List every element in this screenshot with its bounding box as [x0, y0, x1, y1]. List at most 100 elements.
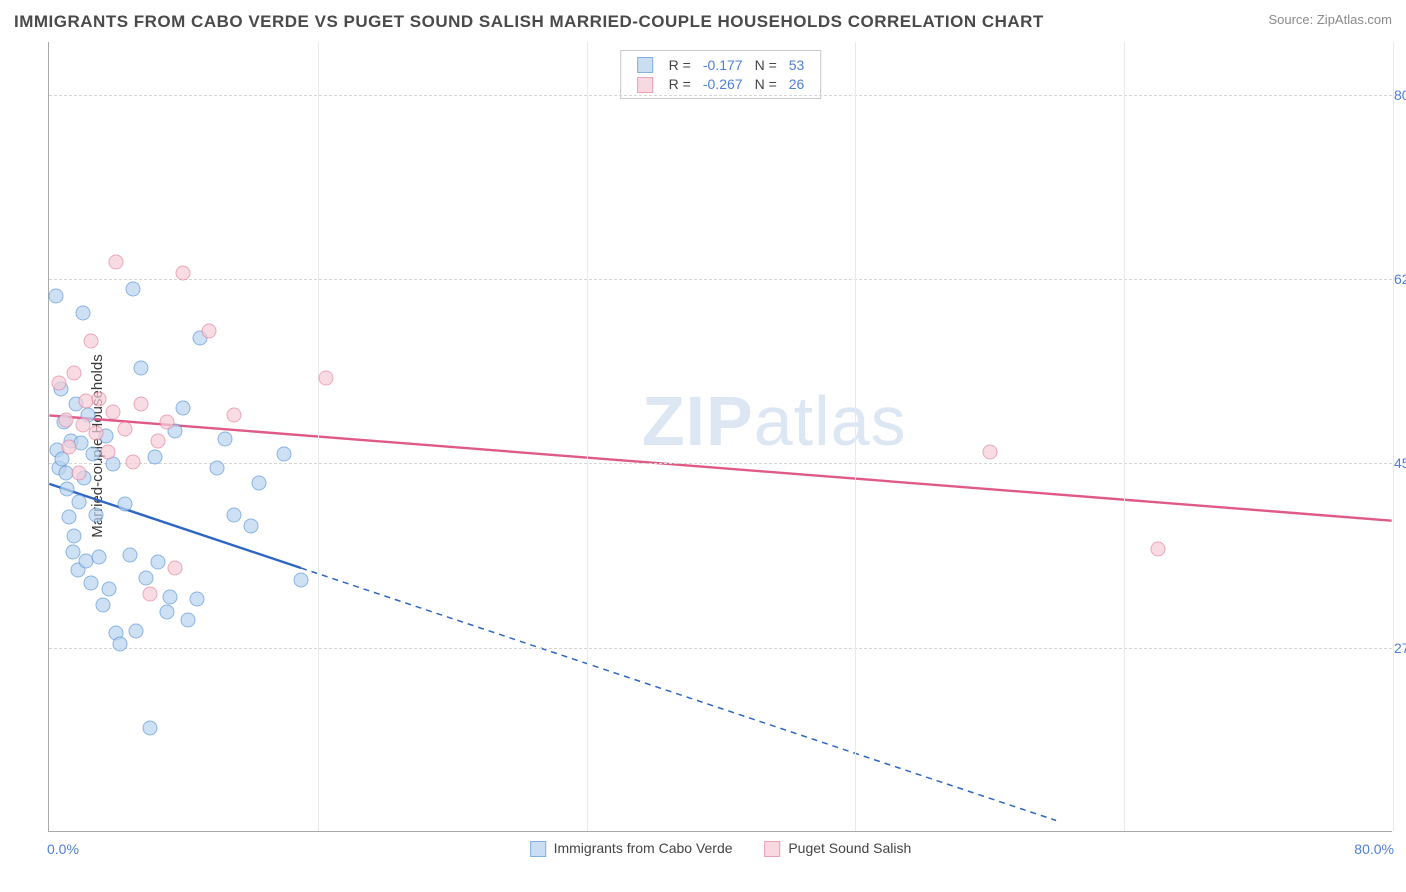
trend-lines-layer	[49, 42, 1392, 831]
data-point	[982, 444, 997, 459]
data-point	[62, 510, 77, 525]
y-tick-label: 27.5%	[1394, 640, 1406, 656]
series-2-name: Puget Sound Salish	[788, 840, 911, 856]
data-point	[102, 581, 117, 596]
data-point	[176, 400, 191, 415]
data-point	[159, 604, 174, 619]
data-point	[92, 392, 107, 407]
data-point	[100, 444, 115, 459]
data-point	[89, 508, 104, 523]
stats-row-series-1: R = -0.177 N = 53	[631, 55, 811, 74]
gridline-vertical	[587, 42, 588, 831]
data-point	[1150, 541, 1165, 556]
data-point	[75, 305, 90, 320]
chart-title: IMMIGRANTS FROM CABO VERDE VS PUGET SOUN…	[14, 12, 1044, 32]
n-label: N =	[749, 55, 783, 74]
n-value-series-1: 53	[783, 55, 811, 74]
y-tick-label: 45.0%	[1394, 455, 1406, 471]
r-label: R =	[663, 74, 697, 93]
data-point	[201, 323, 216, 338]
data-point	[134, 397, 149, 412]
data-point	[134, 360, 149, 375]
data-point	[48, 288, 63, 303]
swatch-series-1	[530, 841, 546, 857]
data-point	[85, 446, 100, 461]
data-point	[60, 481, 75, 496]
gridline-horizontal	[49, 279, 1392, 280]
data-point	[84, 576, 99, 591]
data-point	[142, 587, 157, 602]
stats-row-series-2: R = -0.267 N = 26	[631, 74, 811, 93]
data-point	[84, 334, 99, 349]
swatch-series-2	[637, 77, 653, 93]
data-point	[89, 425, 104, 440]
data-point	[67, 365, 82, 380]
data-point	[72, 495, 87, 510]
swatch-series-2	[764, 841, 780, 857]
data-point	[62, 439, 77, 454]
data-point	[189, 592, 204, 607]
series-1-name: Immigrants from Cabo Verde	[554, 840, 733, 856]
data-point	[67, 529, 82, 544]
source-link[interactable]: ZipAtlas.com	[1317, 12, 1392, 27]
data-point	[112, 636, 127, 651]
data-point	[129, 623, 144, 638]
data-point	[65, 544, 80, 559]
gridline-vertical	[318, 42, 319, 831]
x-max-label: 80.0%	[1354, 841, 1394, 857]
data-point	[294, 573, 309, 588]
data-point	[159, 415, 174, 430]
x-min-label: 0.0%	[47, 841, 79, 857]
n-label: N =	[749, 74, 783, 93]
data-point	[226, 508, 241, 523]
data-point	[139, 571, 154, 586]
source-attribution: Source: ZipAtlas.com	[1268, 12, 1392, 27]
data-point	[126, 455, 141, 470]
trend-line	[49, 415, 1391, 520]
data-point	[162, 590, 177, 605]
gridline-vertical	[855, 42, 856, 831]
watermark-bold: ZIP	[642, 382, 754, 460]
gridline-vertical	[1124, 42, 1125, 831]
data-point	[58, 413, 73, 428]
legend-item-series-2: Puget Sound Salish	[764, 840, 911, 856]
swatch-series-1	[637, 57, 653, 73]
data-point	[226, 407, 241, 422]
watermark: ZIPatlas	[642, 381, 907, 461]
data-point	[126, 281, 141, 296]
legend-item-series-1: Immigrants from Cabo Verde	[530, 840, 733, 856]
data-point	[105, 404, 120, 419]
data-point	[95, 597, 110, 612]
data-point	[147, 450, 162, 465]
gridline-vertical	[1393, 42, 1394, 831]
data-point	[72, 465, 87, 480]
data-point	[252, 476, 267, 491]
source-label: Source:	[1268, 12, 1316, 27]
plot-area: ZIPatlas R = -0.177 N = 53 R = -0.267 N …	[48, 42, 1392, 832]
data-point	[151, 555, 166, 570]
r-label: R =	[663, 55, 697, 74]
data-point	[151, 434, 166, 449]
stats-legend: R = -0.177 N = 53 R = -0.267 N = 26	[620, 50, 822, 99]
data-point	[243, 518, 258, 533]
data-point	[319, 371, 334, 386]
n-value-series-2: 26	[783, 74, 811, 93]
data-point	[218, 432, 233, 447]
data-point	[176, 265, 191, 280]
trend-line-extrapolated	[301, 568, 1056, 820]
y-tick-label: 62.5%	[1394, 271, 1406, 287]
data-point	[210, 460, 225, 475]
series-legend: Immigrants from Cabo Verde Puget Sound S…	[516, 840, 926, 857]
y-tick-label: 80.0%	[1394, 87, 1406, 103]
data-point	[52, 376, 67, 391]
data-point	[122, 548, 137, 563]
gridline-horizontal	[49, 95, 1392, 96]
data-point	[92, 550, 107, 565]
data-point	[142, 720, 157, 735]
data-point	[181, 613, 196, 628]
data-point	[109, 255, 124, 270]
r-value-series-1: -0.177	[697, 55, 749, 74]
data-point	[117, 421, 132, 436]
watermark-thin: atlas	[754, 382, 907, 460]
gridline-horizontal	[49, 648, 1392, 649]
